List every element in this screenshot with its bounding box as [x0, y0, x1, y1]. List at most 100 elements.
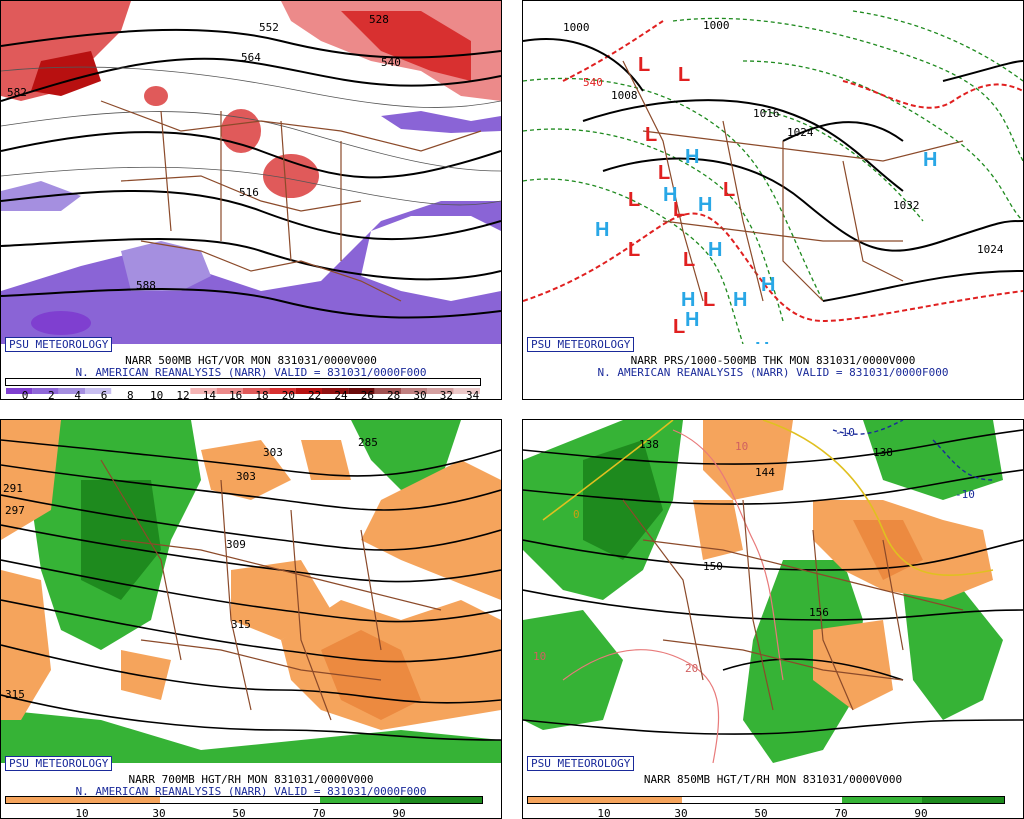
colorbar: [5, 796, 483, 804]
colorbar-swatch: [453, 388, 480, 394]
colorbar-tick-label: 12: [176, 389, 190, 400]
colorbar-tick-label: 8: [127, 389, 134, 400]
contour-label: 138: [639, 438, 659, 451]
colorbar-swatch: [58, 388, 85, 394]
colorbar-tick-label: 24: [334, 389, 348, 400]
colorbar-swatch: [111, 388, 138, 394]
high-pressure-marker: H: [681, 289, 695, 311]
colorbar: [5, 378, 481, 394]
colorbar-tick-label: 10: [75, 807, 89, 819]
high-pressure-marker: H: [698, 194, 712, 216]
low-pressure-marker: L: [673, 199, 685, 221]
colorbar-swatch: [269, 388, 296, 394]
low-pressure-marker: L: [703, 289, 715, 311]
high-pressure-marker: H: [761, 274, 775, 296]
contour-label: 285: [358, 436, 378, 449]
contour-label: 156: [809, 606, 829, 619]
low-pressure-marker: L: [683, 249, 695, 271]
contour-label: 309: [226, 538, 246, 551]
colorbar-swatch: [401, 388, 428, 394]
isobar-label: 1032: [893, 199, 920, 212]
colorbar-swatch: [164, 388, 191, 394]
high-pressure-marker: H: [685, 146, 699, 168]
panel-700mb-relative-humidity: 285 291 297 303 303 309 315 315 PSU METE…: [0, 419, 502, 819]
colorbar-swatches: [6, 388, 480, 394]
contour-label: 138: [873, 446, 893, 459]
isotherm-label: 10: [735, 440, 748, 453]
colorbar-ticks: 10 30 50 70 90: [527, 807, 1005, 819]
panel-title-line: NARR 700MB HGT/RH MON 831031/0000V000: [128, 773, 374, 786]
colorbar-ticks: 0 2 4 6 8 10 12 14 16 18 20 22 24 26 28 30 32 34: [5, 389, 481, 400]
colorbar-tick-label: 32: [439, 389, 453, 400]
contour-label: 303: [236, 470, 256, 483]
colorbar-swatch: [348, 388, 375, 394]
colorbar-tick-label: 2: [48, 389, 55, 400]
high-pressure-marker: H: [733, 289, 747, 311]
colorbar-tick-label: 16: [229, 389, 243, 400]
colorbar-tick-label: 26: [360, 389, 374, 400]
isobar-label: 1024: [787, 126, 814, 139]
colorbar-swatch: [190, 388, 217, 394]
colorbar-tick-label: 20: [281, 389, 295, 400]
contour-label: 150: [703, 560, 723, 573]
isobar-label: 1008: [611, 89, 638, 102]
colorbar-tick-label: 10: [597, 807, 611, 819]
contour-label: 315: [231, 618, 251, 631]
colorbar-tick-label: 90: [914, 807, 928, 819]
low-pressure-marker: L: [628, 189, 640, 211]
panel-title-line: NARR PRS/1000-500MB THK MON 831031/0000V…: [630, 354, 916, 367]
isotherm-label: -10: [835, 426, 855, 439]
psu-meteorology-badge: PSU METEOROLOGY: [527, 756, 635, 771]
low-pressure-marker: L: [678, 64, 690, 86]
map-pressure-thickness: 1000 1008 1016 1024 1032 1024 1000 540 L…: [523, 1, 1023, 344]
panel-title-line: NARR 850MB HGT/T/RH MON 831031/0000V000: [643, 773, 903, 786]
colorbar-tick-label: 50: [232, 807, 246, 819]
contour-label: 303: [263, 446, 283, 459]
low-pressure-marker: L: [638, 54, 650, 76]
colorbar-tick-label: 34: [466, 389, 480, 400]
contour-label: 297: [5, 504, 25, 517]
colorbar-tick-label: 6: [100, 389, 108, 400]
colorbar-tick-label: 4: [74, 389, 81, 400]
isobar-label: 1000: [703, 19, 730, 32]
colorbar-swatch: [85, 388, 112, 394]
contour-label: 291: [3, 482, 23, 495]
thickness-label: 540: [583, 76, 603, 89]
isobar-label: 1024: [977, 243, 1004, 256]
colorbar-swatch: [137, 388, 164, 394]
high-pressure-marker: H: [595, 219, 609, 241]
panel-850mb-temperature-rh: 138 138 144 150 156 -10 -10 0 10 10 20 P…: [522, 419, 1024, 819]
map-700mb-rh: 285 291 297 303 303 309 315 315: [1, 420, 501, 763]
isotherm-label: 20: [685, 662, 698, 675]
isotherm-label: 0: [573, 508, 580, 521]
low-pressure-marker: L: [673, 316, 685, 338]
panel-valid-line: N. AMERICAN REANALYSIS (NARR) VALID = 83…: [75, 785, 427, 798]
colorbar-tick-label: 30: [413, 389, 427, 400]
contour-label: 516: [239, 186, 259, 199]
colorbar-tick-label: 70: [834, 807, 848, 819]
panel-title-line: NARR 500MB HGT/VOR MON 831031/0000V000: [125, 354, 377, 367]
isobar-label: 1016: [753, 107, 780, 120]
colorbar-swatch: [295, 388, 322, 394]
map-850mb: 138 138 144 150 156 -10 -10 0 10 10 20: [523, 420, 1023, 763]
colorbar-tick-label: 70: [312, 807, 326, 819]
colorbar-tick-label: 10: [150, 389, 164, 400]
high-pressure-marker: H: [708, 239, 722, 261]
isotherm-label: 10: [533, 650, 546, 663]
psu-meteorology-badge: PSU METEOROLOGY: [527, 337, 635, 352]
low-pressure-marker: L: [628, 239, 640, 261]
colorbar-swatch: [374, 388, 401, 394]
low-pressure-marker: L: [723, 179, 735, 201]
contour-label: 552: [259, 21, 279, 34]
psu-meteorology-badge: PSU METEOROLOGY: [5, 756, 113, 771]
colorbar-swatch: [322, 388, 349, 394]
colorbar-swatch: [32, 388, 59, 394]
high-pressure-marker: H: [755, 339, 769, 344]
colorbar-tick-label: 90: [392, 807, 406, 819]
isotherm-label: -10: [955, 488, 975, 501]
colorbar-swatch: [6, 388, 33, 394]
high-pressure-marker: H: [663, 184, 677, 206]
contour-label: 564: [241, 51, 261, 64]
psu-meteorology-badge: PSU METEOROLOGY: [5, 337, 113, 352]
panel-valid-line: N. AMERICAN REANALYSIS (NARR) VALID = 83…: [597, 366, 949, 379]
